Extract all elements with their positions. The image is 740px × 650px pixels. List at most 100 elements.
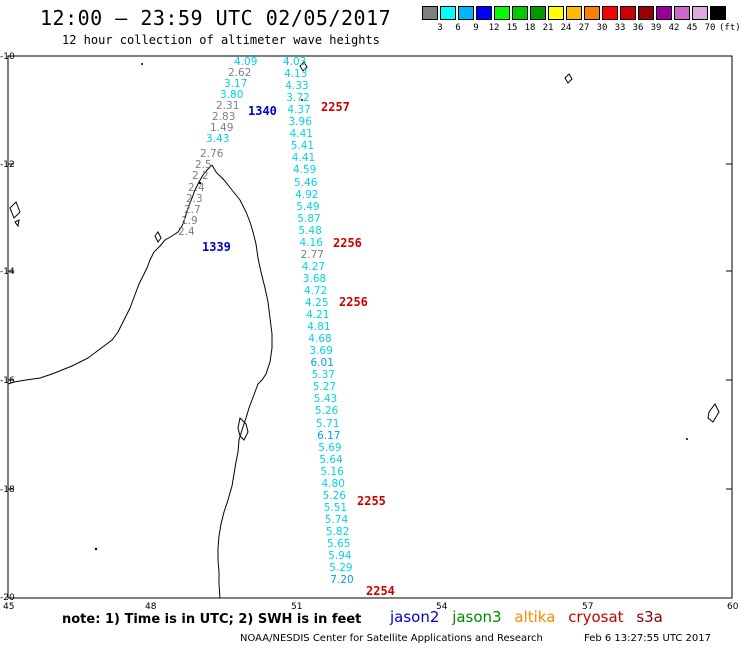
latitude-label: -16 [0,376,15,386]
wave-height-value: 4.03 [283,56,307,68]
latitude-label: -14 [0,267,15,277]
island-mayotte [154,231,162,243]
wave-height-value: 2.62 [228,67,252,79]
wave-height-value: 4.09 [234,56,258,68]
color-scale-label: 12 [488,23,500,33]
wave-height-value: 3.68 [302,272,327,285]
island-mauritius [707,403,720,423]
color-scale-swatch [530,6,546,20]
wave-height-value: 2.77 [300,248,324,261]
wave-height-value: 4.41 [291,152,316,165]
generation-timestamp: Feb 6 13:27:55 UTC 2017 [584,633,711,644]
color-scale-swatch [692,6,708,20]
island-dot-5 [198,181,202,185]
wave-height-value: 5.16 [320,465,344,478]
island-dot-4 [686,438,688,440]
wave-height-value: 4.72 [303,284,328,297]
wave-height-value: 3.72 [286,92,310,105]
wave-height-value: 5.43 [313,393,338,406]
latitude-label: -18 [0,485,15,495]
wave-height-value: 3.69 [309,345,333,358]
wave-height-value: 4.37 [287,104,311,117]
wave-height-value: 4.27 [301,260,326,273]
wave-height-value: 5.41 [290,140,315,153]
wave-height-value: 4.81 [307,321,331,334]
color-scale-swatch [476,6,492,20]
wave-height-value: 5.69 [318,441,342,454]
wave-height-value: 4.33 [285,80,309,93]
color-scale-swatch [638,6,654,20]
color-scale-label: 9 [473,23,479,33]
wave-height-value: 3.96 [288,116,312,129]
color-scale-swatch [602,6,618,20]
latitude-label: -20 [0,593,15,603]
island-north-cluster [9,201,21,228]
wave-height-value: 5.94 [328,550,352,563]
legend-altika: altika [514,608,556,626]
latitude-label: -12 [0,160,15,170]
legend-jason2: jason2 [390,608,440,626]
wave-height-value: 4.59 [292,164,317,177]
wave-height-value: 4.92 [295,188,319,201]
island-far-east-1 [564,73,573,84]
madagascar-coastline [7,164,273,599]
map-frame [7,55,733,599]
wave-height-value: 2.31 [216,100,240,112]
color-scale-label: 18 [524,23,536,33]
color-scale-swatch [710,6,726,20]
wave-height-value: 5.82 [325,525,350,538]
longitude-label: 48 [145,602,157,612]
footer-note: note: 1) Time is in UTC; 2) SWH is in fe… [62,612,362,627]
wave-height-value: 5.74 [324,513,349,526]
wave-height-value: 5.49 [296,200,320,213]
island-dot-2 [301,99,303,101]
wave-height-value: 2.4 [178,226,195,239]
legend-s3a: s3a [636,608,663,626]
color-scale-swatch [422,6,438,20]
color-scale-label: 70 [704,23,716,33]
pass-time-cryosat: 2255 [357,494,386,508]
longitude-label: 51 [291,602,303,612]
wave-height-value: 4.21 [306,309,330,322]
color-scale-swatch [566,6,582,20]
color-scale-label: 30 [596,23,608,33]
wave-height-value: 6.17 [317,429,341,442]
wave-height-value: 6.01 [310,357,334,370]
wave-height-value: 5.29 [329,562,353,575]
color-scale-swatch [494,6,510,20]
color-scale-label: 45 [686,23,698,33]
color-scale-label: 21 [542,23,554,33]
color-scale-label: 42 [668,23,680,33]
wave-height-value: 1.9 [181,215,198,228]
pass-time-jason2: 1340 [248,104,277,118]
wave-height-value: 5.65 [327,538,351,550]
wave-height-value: 4.25 [305,297,329,309]
wave-height-value: 4.68 [308,333,332,346]
color-scale-label: 27 [578,23,590,33]
wave-height-value: 5.64 [319,453,343,466]
color-scale-label: 33 [614,23,626,33]
satellite-legend: jason2 jason3 altika cryosat s3a [390,608,671,626]
latitude-label: -10 [0,52,15,62]
color-scale-swatch [512,6,528,20]
pass-time-cryosat: 2256 [333,236,362,250]
pass-time-cryosat: 2256 [339,295,368,309]
longitude-label: 45 [3,602,15,612]
pass-time-cryosat: 2254 [366,584,395,598]
color-scale-label: 15 [506,23,518,33]
credit-line: NOAA/NESDIS Center for Satellite Applica… [240,633,543,644]
color-scale-label: 6 [455,23,461,33]
longitude-label: 54 [436,602,448,612]
wave-height-value: 5.48 [298,224,322,237]
wave-height-value: 2.76 [200,148,224,160]
wave-height-value: 2.7 [184,204,201,216]
wave-height-value: 5.51 [323,501,348,514]
color-scale-label: 39 [650,23,662,33]
wave-height-value: 2.3 [186,192,203,205]
island-aldabra [299,61,308,72]
color-scale-label: 3 [437,23,443,33]
color-scale-label: 36 [632,23,644,33]
color-scale-swatch [656,6,672,20]
wave-height-value: 4.13 [284,68,308,81]
